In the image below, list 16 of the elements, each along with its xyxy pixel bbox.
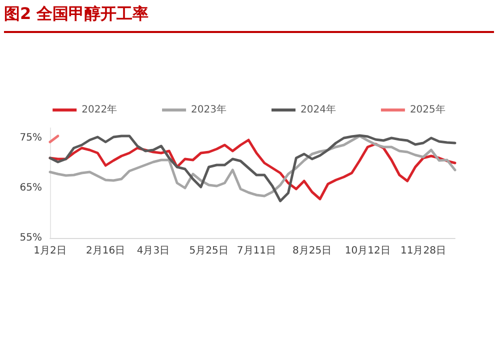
- legend-label: 2024年: [300, 104, 336, 116]
- y-tick-label: 75%: [20, 132, 42, 144]
- y-tick-label: 65%: [20, 182, 42, 194]
- x-tick-label: 4月3日: [136, 246, 170, 256]
- legend-label: 2023年: [191, 104, 227, 116]
- legend-label: 2025年: [410, 104, 446, 116]
- x-tick-label: 1月2日: [34, 246, 66, 256]
- legend-label: 2022年: [82, 104, 118, 116]
- y-tick-label: 55%: [20, 232, 42, 244]
- x-tick-label: 8月25日: [292, 246, 332, 256]
- x-tick-label: 2月16日: [86, 246, 126, 256]
- x-tick-label: 7月11日: [236, 246, 276, 256]
- chart-title: 图2 全国甲醇开工率: [4, 4, 494, 33]
- x-tick-label: 10月12日: [344, 246, 390, 256]
- x-tick-label: 11月28日: [400, 246, 446, 256]
- x-tick-label: 5月25日: [189, 246, 228, 256]
